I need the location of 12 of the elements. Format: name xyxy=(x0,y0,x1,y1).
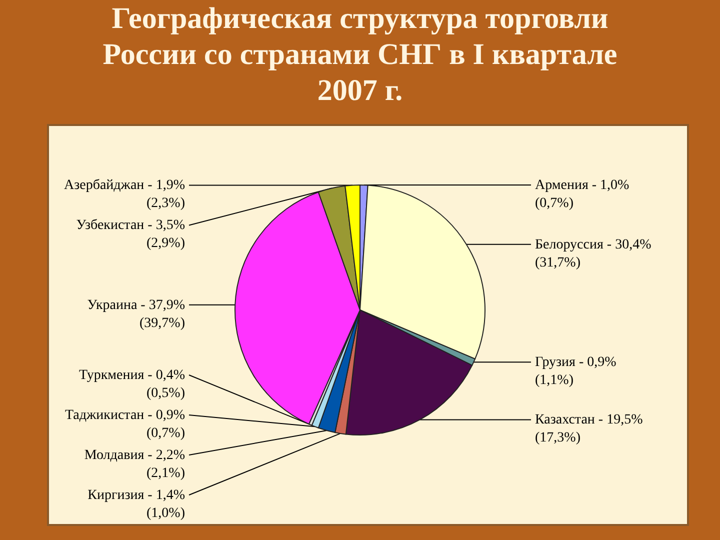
slice-label: Туркмения - 0,4% (0,5%) xyxy=(79,368,186,401)
slice-label: Украина - 37,9% (39,7%) xyxy=(87,298,186,331)
slice-label: Узбекистан - 3,5% (2,9%) xyxy=(76,218,186,252)
slice-label: Таджикистан - 0,9% (0,7%) xyxy=(64,408,186,441)
slice-label: Азербайджан - 1,9% (2,3%) xyxy=(64,178,186,212)
slice-label: Казахстан - 19,5% (17,3%) xyxy=(535,412,644,446)
slice-label: Молдавия - 2,2% (2,1%) xyxy=(84,448,186,481)
chart-title: Географическая структура торговли России со странами СНГ в I квартале 2007 г. xyxy=(102,2,618,107)
slice-label: Грузия - 0,9% (1,1%) xyxy=(535,355,617,388)
slice-label: Белоруссия - 30,4% (31,7%) xyxy=(535,237,652,270)
slice-label: Армения - 1,0% (0,7%) xyxy=(535,178,630,212)
slice-label: Киргизия - 1,4% (1,0%) xyxy=(88,488,186,521)
